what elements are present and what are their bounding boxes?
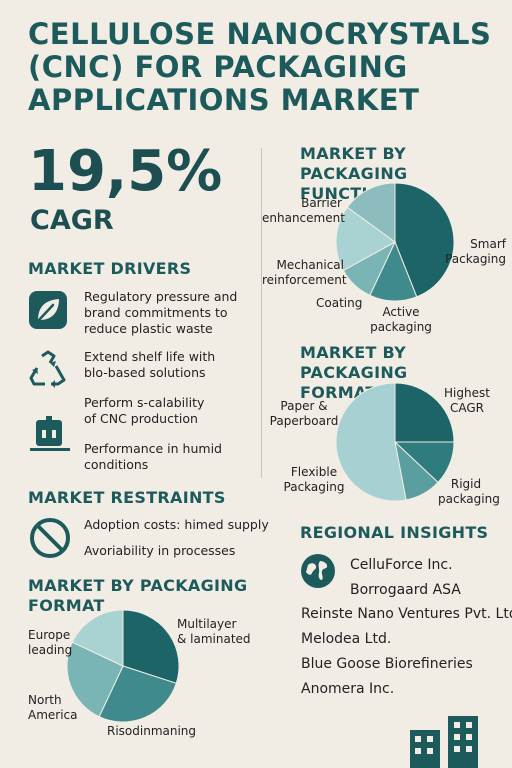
label-coating: Coating <box>316 296 363 310</box>
drivers-heading: MARKET DRIVERS <box>28 259 192 278</box>
format-left-heading: MARKET BY PACKAGING FORMAT <box>28 576 248 615</box>
company-6: Anomera Inc. <box>301 681 395 697</box>
company-2: Borrogaard ASA <box>350 582 461 598</box>
format-right-slice-1 <box>394 382 455 443</box>
label-north-america: North America <box>28 693 78 722</box>
prohibited-icon <box>30 518 70 558</box>
driver-item-4: Performance in humid conditions <box>84 441 222 472</box>
driver-item-3: Perform s-calability of CNC production <box>84 395 205 426</box>
format-left-slice-4 <box>71 609 124 667</box>
factory-icon <box>30 416 70 451</box>
globe-icon <box>301 554 335 588</box>
function-slice-1 <box>394 182 455 298</box>
label-paper: Paper & Paperboard <box>269 399 339 428</box>
recycle-icon <box>29 350 66 388</box>
function-slice-5 <box>346 182 396 243</box>
company-4: Melodea Ltd. <box>301 631 392 647</box>
company-3: Reinste Nano Ventures Pvt. Ltd. <box>301 606 512 622</box>
label-riso: Risodinmaning <box>107 724 197 738</box>
label-europe: Europe leading <box>28 628 73 657</box>
label-multilayer: Multilayer & laminated <box>177 617 251 646</box>
cagr-label: CAGR <box>30 205 114 236</box>
format-left-slice-3 <box>66 641 124 718</box>
regional-heading: REGIONAL INSIGHTS <box>300 523 489 542</box>
label-smart: Smarf Packaging <box>445 237 506 266</box>
format-left-slice-2 <box>98 665 177 723</box>
cagr-value: 19,5% <box>28 139 223 204</box>
page-title: CELLULOSE NANOCRYSTALS (CNC) FOR PACKAGI… <box>28 17 492 117</box>
building-icon <box>410 716 478 768</box>
restraints-heading: MARKET RESTRAINTS <box>28 488 226 507</box>
restraint-item-2: Avoriability in processes <box>84 543 236 558</box>
label-highest-cagr: Highest CAGR <box>444 386 490 415</box>
label-barrier: Barrier enhancement <box>262 196 345 225</box>
label-active: Active packaging <box>370 305 432 334</box>
label-flexible: Flexible Packaging <box>283 465 345 494</box>
driver-item-1: Regulatory pressure and brand commitments… <box>84 289 238 336</box>
format-right-slice-4 <box>335 382 407 502</box>
column-divider <box>261 148 262 478</box>
company-5: Blue Goose Biorefineries <box>301 656 473 672</box>
label-rigid: Rigid packaging <box>438 477 500 506</box>
leaf-icon <box>29 291 67 329</box>
function-slice-4 <box>335 206 396 272</box>
company-1: CelluForce Inc. <box>350 557 453 573</box>
driver-item-2: Extend shelf life with blo-based solution… <box>84 349 216 380</box>
format-left-slice-1 <box>122 609 180 684</box>
restraint-item-1: Adoption costs: himed supply <box>84 517 269 532</box>
label-mechanical: Mechanical reinforcement <box>262 258 347 287</box>
